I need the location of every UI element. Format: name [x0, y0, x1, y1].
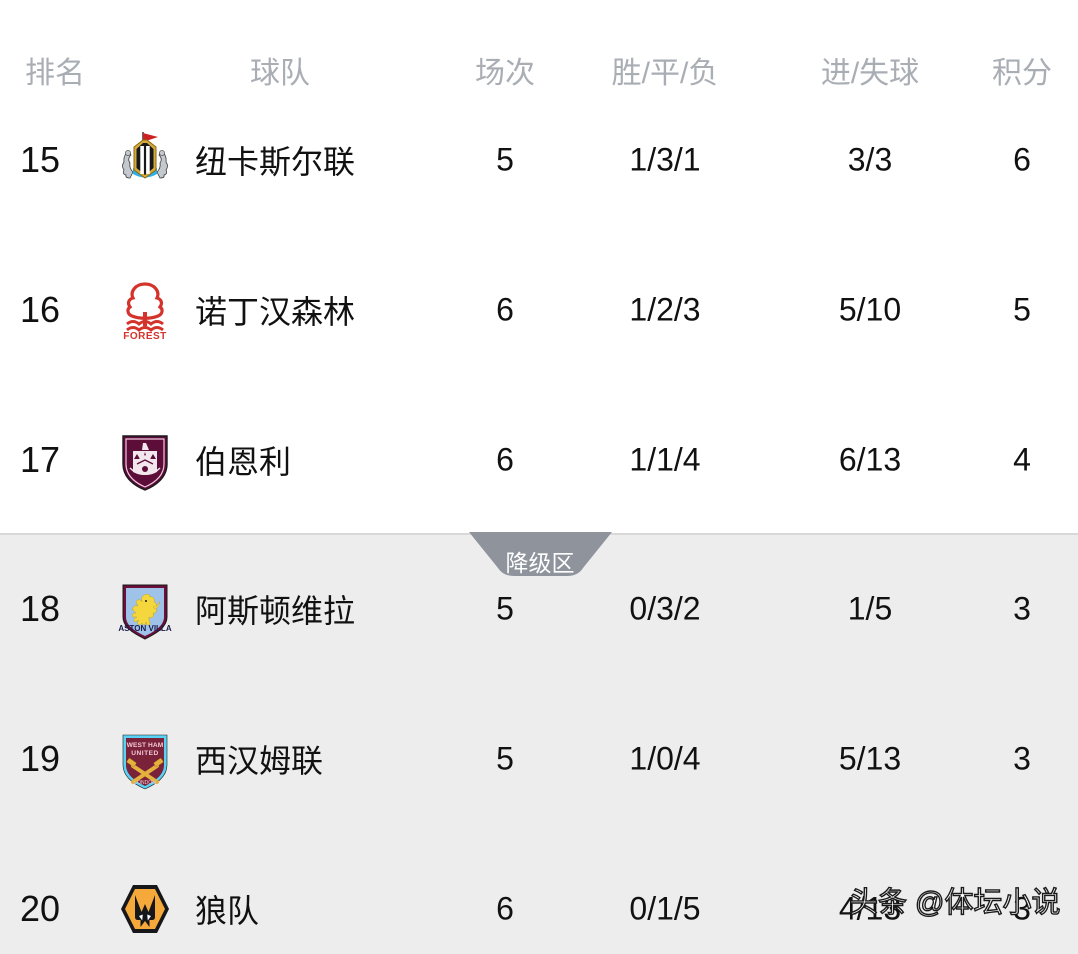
svg-text:LONDON: LONDON [134, 780, 156, 786]
svg-text:ASTON VILLA: ASTON VILLA [118, 624, 171, 633]
svg-text:FOREST: FOREST [123, 331, 167, 342]
svg-text:UNITED: UNITED [131, 750, 159, 757]
svg-text:WEST HAM: WEST HAM [127, 742, 164, 749]
